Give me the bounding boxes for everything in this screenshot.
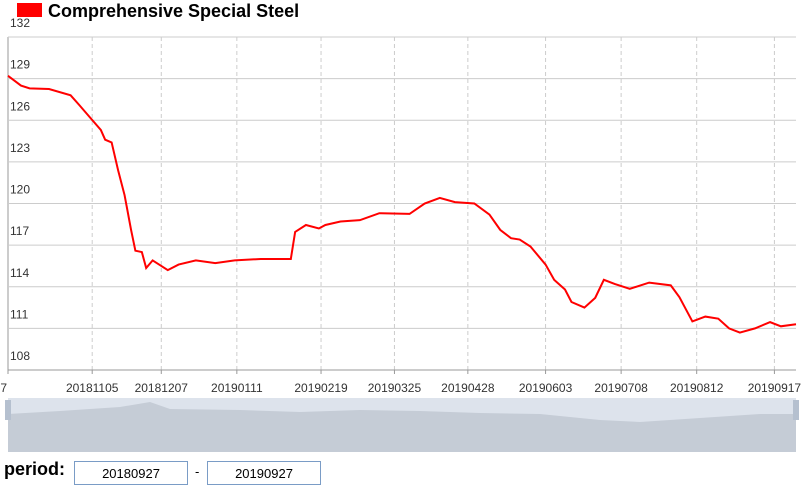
- zoom-handle[interactable]: [5, 400, 11, 420]
- x-tick-label: 20190111: [211, 381, 263, 395]
- start-date-input[interactable]: 20180927: [74, 461, 188, 485]
- x-tick-label: 20180927: [0, 381, 7, 395]
- legend-swatch: [17, 3, 42, 17]
- y-tick-label: 132: [10, 16, 30, 30]
- x-tick-label: 20190603: [519, 381, 573, 395]
- y-tick-label: 108: [10, 349, 30, 363]
- y-tick-label: 111: [10, 307, 29, 321]
- y-tick-label: 126: [10, 99, 30, 113]
- zoom-handle[interactable]: [793, 400, 799, 420]
- separator: -: [195, 464, 200, 479]
- end-date-input[interactable]: 20190927: [207, 461, 321, 485]
- x-tick-label: 20181105: [66, 381, 119, 395]
- zoom-preview: [8, 402, 796, 452]
- x-tick-label: 20181207: [135, 381, 189, 395]
- y-tick-label: 120: [10, 183, 30, 197]
- x-tick-label: 20190428: [441, 381, 495, 395]
- x-tick-label: 20190325: [368, 381, 422, 395]
- y-tick-label: 117: [10, 224, 29, 238]
- x-tick-label: 20190917: [748, 381, 802, 395]
- line: [7, 75, 797, 334]
- chart-title: Comprehensive Special Steel: [48, 1, 299, 21]
- y-tick-label: 129: [10, 58, 30, 72]
- x-tick-label: 20190219: [294, 381, 348, 395]
- y-tick-label: 114: [10, 266, 29, 280]
- y-tick-label: 123: [10, 141, 30, 155]
- x-tick-label: 20190708: [594, 381, 648, 395]
- chart: Comprehensive Special Steel 108 111 114 117…: [0, 1, 802, 452]
- period-label: period:: [4, 459, 65, 479]
- x-tick-label: 20190812: [670, 381, 724, 395]
